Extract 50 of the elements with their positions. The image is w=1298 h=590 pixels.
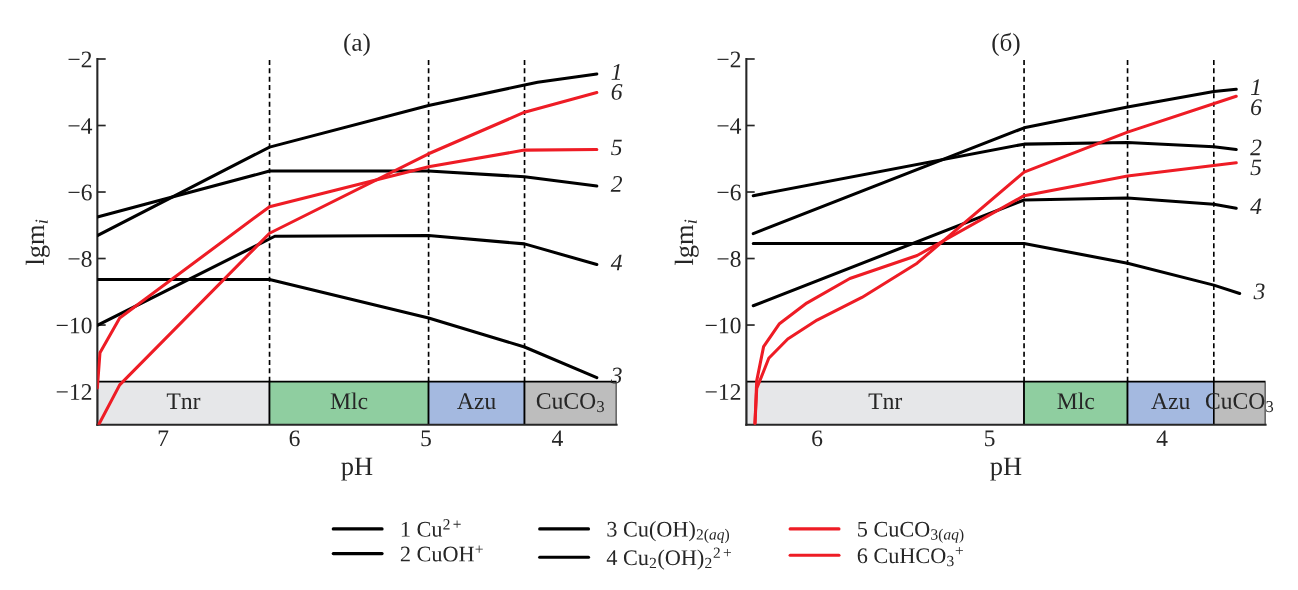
y-axis-title: lgm$_{i}$ xyxy=(674,219,699,265)
legend-label: 5 CuCO$_{3(aq)}$ xyxy=(858,521,964,543)
annotation: 6 xyxy=(611,84,623,100)
annotation: 3 xyxy=(1253,283,1265,300)
chart-title: (а) xyxy=(344,33,370,56)
y-tick-label: −4 xyxy=(68,118,93,134)
band-label: Tnr xyxy=(868,393,903,409)
band-label: Azu xyxy=(457,393,496,410)
annotation: 3 xyxy=(610,367,622,384)
legend-label: 2 CuOH$^{+}$ xyxy=(400,545,483,562)
band-label: Azu xyxy=(1151,393,1190,410)
annotation: 6 xyxy=(1251,99,1262,116)
y-tick-label: −8 xyxy=(68,251,92,267)
y-tick-label: −6 xyxy=(717,184,741,201)
band-label: Mlc xyxy=(330,392,368,410)
x-tick-label: 5 xyxy=(985,430,995,447)
y-axis-title: lgm$_{i}$ xyxy=(25,219,50,265)
annotation: 2 xyxy=(1250,139,1262,156)
y-tick-label: −12 xyxy=(56,384,92,400)
band-label: CuCO$_{3}$ xyxy=(536,393,604,413)
band-label: Mlc xyxy=(1057,392,1095,410)
chart-title: (б) xyxy=(992,32,1020,56)
annotation: 1 xyxy=(1250,79,1260,95)
y-tick-label: −6 xyxy=(68,184,92,201)
y-tick-label: −4 xyxy=(717,118,742,134)
y-tick-label: −12 xyxy=(705,384,741,400)
legend-label: 4 Cu$_{2}$(OH)$_{2}$$^{2+}$ xyxy=(606,547,731,570)
y-tick-label: −2 xyxy=(68,51,92,68)
x-axis-title: pH xyxy=(990,457,1022,481)
annotation: 5 xyxy=(1250,159,1262,176)
x-tick-label: 7 xyxy=(158,430,169,447)
x-tick-label: 4 xyxy=(551,430,563,447)
annotation: 5 xyxy=(611,139,622,156)
x-tick-label: 6 xyxy=(289,430,300,447)
x-axis-title: pH xyxy=(341,457,373,481)
y-tick-label: −10 xyxy=(705,317,741,334)
band-label: Tnr xyxy=(166,393,201,409)
legend-label: 1 Cu$^{2+}$ xyxy=(401,519,461,537)
legend-label: 6 CuHCO$_{3}$$^{+}$ xyxy=(857,547,963,567)
y-tick-label: −2 xyxy=(717,51,741,68)
legend-label: 3 Cu(OH)$_{2(aq)}$ xyxy=(607,521,730,543)
x-tick-label: 5 xyxy=(421,430,431,447)
annotation: 2 xyxy=(610,176,623,192)
x-tick-label: 6 xyxy=(812,430,823,447)
annotation: 4 xyxy=(1250,198,1262,214)
y-tick-label: −10 xyxy=(56,317,92,334)
annotation: 1 xyxy=(611,64,620,80)
y-tick-label: −8 xyxy=(717,251,741,267)
annotation: 4 xyxy=(610,254,622,271)
x-tick-label: 4 xyxy=(1156,430,1168,447)
